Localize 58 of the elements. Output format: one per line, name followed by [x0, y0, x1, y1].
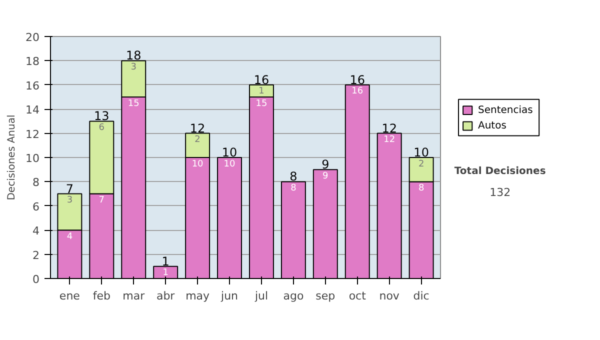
total-label: 10	[222, 146, 238, 160]
data-label: 3	[66, 196, 73, 206]
data-label: 1	[258, 86, 264, 97]
data-label: 2	[194, 135, 200, 146]
y-tick-label: 4	[32, 224, 40, 238]
x-tick-label: sep	[316, 290, 336, 302]
x-tick-label: feb	[92, 290, 110, 302]
y-tick-label: 12	[26, 128, 40, 141]
total-label: 13	[94, 109, 110, 124]
data-label: 8	[418, 184, 424, 194]
data-label: 12	[384, 135, 396, 146]
x-tick-label: dic	[413, 290, 430, 302]
y-tick-label: 18	[26, 55, 40, 68]
legend-label: Autos	[478, 120, 506, 132]
total-label: 16	[254, 72, 270, 87]
y-tick-label: 8	[32, 176, 40, 190]
x-tick-label: ago	[283, 290, 304, 302]
x-tick-label: ene	[59, 290, 80, 302]
data-label: 3	[130, 62, 136, 73]
total-label: 18	[126, 48, 142, 63]
y-tick-label: 6	[32, 200, 40, 214]
data-label: 15	[256, 98, 268, 109]
text: 132	[490, 186, 511, 200]
data-label: 6	[98, 123, 105, 134]
total-label: 8	[290, 170, 298, 184]
data-label: 2	[418, 159, 424, 170]
y-tick-label: 16	[26, 79, 40, 92]
legend-label: Sentencias	[478, 104, 533, 116]
x-tick-label: oct	[348, 290, 367, 302]
total-label: 10	[414, 146, 429, 160]
total-label: 7	[66, 182, 74, 196]
data-label: 15	[128, 98, 140, 109]
x-tick-label: abr	[156, 290, 176, 302]
total-label: 9	[322, 158, 330, 172]
total-label: 12	[382, 121, 397, 136]
y-tick-label: 14	[26, 104, 40, 117]
data-label: 1	[162, 268, 168, 278]
data-label: 10	[224, 159, 236, 170]
total-label: 1	[162, 254, 170, 268]
x-tick-label: may	[186, 290, 210, 302]
data-label: 4	[66, 232, 73, 242]
x-tick-label: nov	[379, 290, 400, 302]
y-tick-label: 10	[26, 152, 40, 165]
data-label: 16	[352, 86, 364, 97]
data-label: 10	[192, 159, 204, 170]
y-tick-label: 2	[32, 248, 40, 262]
data-label: 7	[98, 196, 105, 206]
y-tick-label: 0	[32, 273, 40, 286]
text: Total Decisiones	[454, 166, 546, 177]
total-label: 16	[350, 72, 366, 87]
x-tick-label: jun	[220, 290, 238, 302]
y-tick-label: 20	[26, 31, 40, 44]
total-label: 12	[190, 121, 206, 136]
y-axis-title: Decisiones Anual	[6, 114, 18, 200]
x-tick-label: jul	[254, 290, 268, 302]
x-tick-label: mar	[122, 290, 146, 302]
data-label: 9	[322, 171, 329, 182]
data-label: 8	[290, 184, 297, 194]
